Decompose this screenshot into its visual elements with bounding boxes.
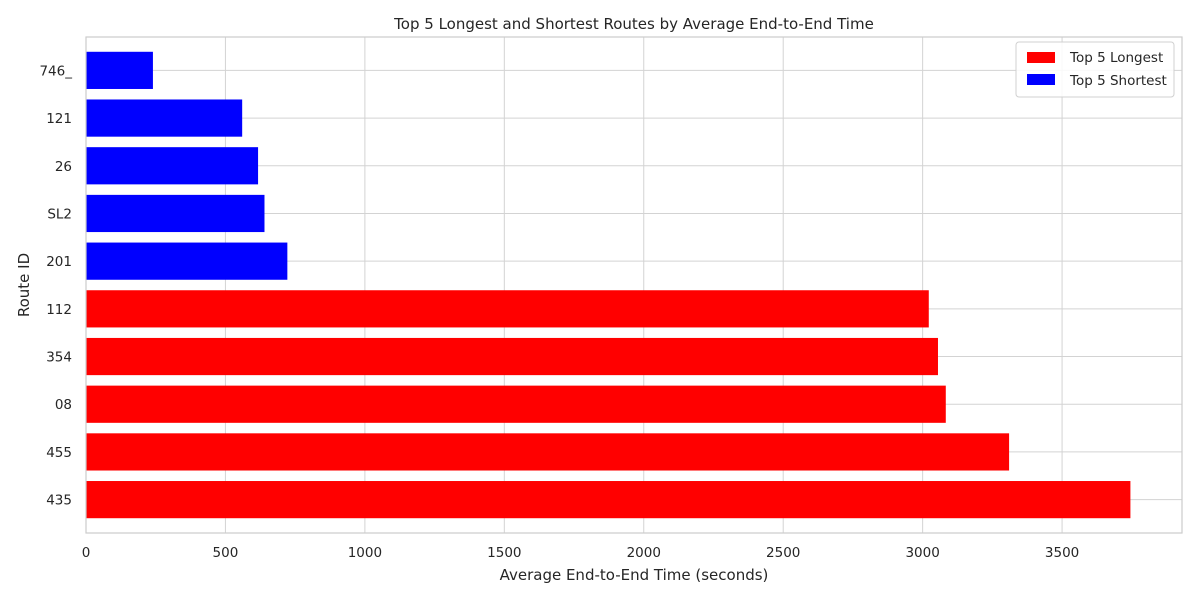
bar-route-746: [86, 51, 153, 89]
y-tick-label: 08: [55, 397, 72, 413]
y-tick-label: 201: [46, 254, 72, 270]
legend-label-longest: Top 5 Longest: [1069, 50, 1163, 66]
x-tick-label: 0: [82, 545, 91, 561]
y-tick-label: 746_: [39, 63, 72, 79]
bar-route-354: [86, 337, 938, 376]
bars: [86, 51, 1131, 519]
x-axis-label: Average End-to-End Time (seconds): [500, 566, 769, 584]
x-tick-label: 2500: [766, 545, 800, 561]
bar-route-sl2: [86, 194, 265, 233]
y-tick-label: 26: [55, 159, 72, 175]
x-tick-label: 3000: [905, 545, 939, 561]
x-tick-label: 1000: [348, 545, 382, 561]
bar-route-112: [86, 290, 929, 328]
x-axis-ticks: 0 500 1000 1500 2000 2500 3000 3500: [82, 545, 1080, 561]
y-tick-label: 121: [46, 111, 72, 127]
bar-route-08: [86, 385, 946, 423]
legend-frame: [1015, 41, 1175, 98]
chart-title: Top 5 Longest and Shortest Routes by Ave…: [393, 15, 874, 33]
y-tick-label: SL2: [47, 206, 72, 222]
y-tick-label: 435: [46, 493, 72, 509]
y-tick-label: 455: [46, 445, 72, 461]
bar-route-26: [86, 147, 259, 185]
plot-frame: [85, 36, 1183, 534]
x-tick-label: 2000: [627, 545, 661, 561]
legend: Top 5 Longest Top 5 Shortest: [1015, 41, 1175, 98]
y-tick-label: 112: [46, 302, 72, 318]
bar-route-435: [86, 481, 1131, 519]
legend-swatch-longest: [1027, 52, 1055, 63]
x-tick-label: 1500: [487, 545, 521, 561]
legend-swatch-shortest: [1027, 74, 1055, 85]
y-axis-ticks: 435 455 08 354 112 201 SL2 26 121 746_: [39, 63, 72, 508]
bar-route-201: [86, 242, 288, 280]
legend-label-shortest: Top 5 Shortest: [1069, 73, 1167, 89]
y-tick-label: 354: [46, 350, 72, 366]
y-axis-label: Route ID: [15, 253, 33, 317]
bar-route-455: [86, 433, 1010, 471]
bar-route-121: [86, 99, 243, 137]
x-tick-label: 500: [213, 545, 239, 561]
x-tick-label: 3500: [1045, 545, 1079, 561]
